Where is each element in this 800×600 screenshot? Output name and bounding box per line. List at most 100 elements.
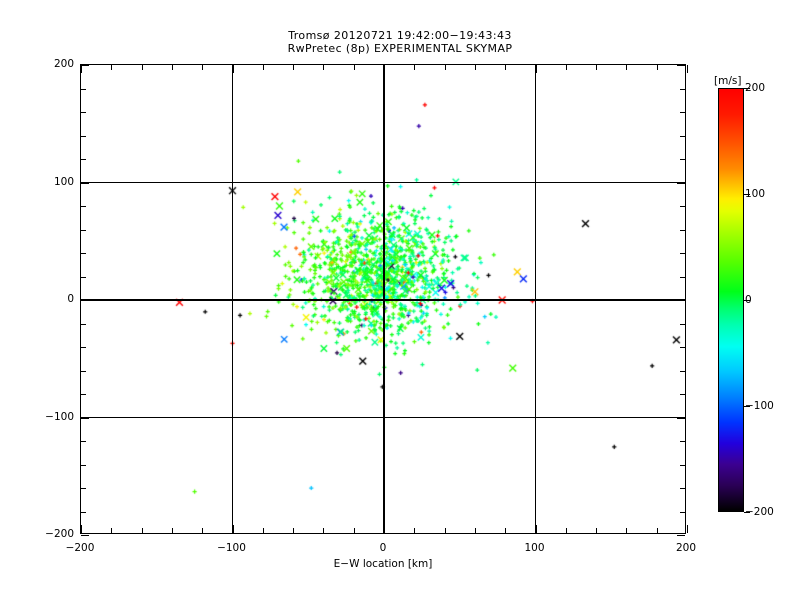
x-tick	[656, 65, 658, 70]
colorbar	[718, 88, 750, 514]
x-tick	[626, 65, 628, 70]
grid-line-vertical	[231, 65, 234, 533]
colorbar-tick	[744, 194, 750, 196]
x-tick	[535, 65, 537, 73]
x-tick	[262, 65, 264, 70]
colorbar-tick	[744, 88, 750, 90]
y-tick	[81, 417, 89, 419]
y-tick	[81, 511, 86, 513]
y-tick	[81, 253, 86, 254]
y-tick	[81, 229, 86, 231]
x-tick	[141, 65, 143, 70]
x-tick	[232, 525, 234, 533]
x-tick	[81, 525, 82, 533]
colorbar-tick-label: 0	[745, 294, 752, 306]
y-tick	[680, 88, 685, 90]
x-tick	[323, 65, 325, 70]
y-tick	[81, 300, 89, 301]
x-tick	[202, 528, 204, 533]
y-tick	[680, 323, 685, 325]
y-tick	[81, 347, 86, 348]
colorbar-tick-label: 100	[745, 188, 766, 200]
y-tick	[81, 65, 89, 66]
x-tick	[414, 528, 416, 533]
y-tick	[81, 441, 86, 442]
x-tick	[232, 65, 234, 73]
y-tick	[680, 135, 685, 137]
y-tick	[81, 464, 86, 466]
colorbar-tick	[744, 512, 750, 514]
x-tick-label: 0	[379, 542, 387, 554]
x-tick	[656, 528, 658, 533]
x-tick	[262, 528, 264, 533]
y-tick	[680, 253, 685, 254]
figure-title-line2: RwPretec (8p) EXPERIMENTAL SKYMAP	[287, 42, 513, 55]
colorbar-tick-label: −200	[745, 506, 774, 518]
x-tick	[141, 528, 143, 533]
y-tick	[81, 488, 86, 489]
x-tick	[444, 65, 446, 70]
y-tick	[680, 511, 685, 513]
grid-line-horizontal	[81, 299, 685, 301]
x-tick-label: −100	[217, 542, 246, 554]
x-tick	[171, 65, 173, 70]
x-tick	[687, 525, 688, 533]
grid-line-horizontal	[81, 181, 685, 184]
y-tick	[677, 535, 685, 536]
y-tick	[81, 135, 86, 137]
colorbar-gradient	[718, 88, 744, 512]
x-tick	[202, 65, 204, 70]
y-tick	[81, 535, 89, 536]
figure-title-line1: Tromsø 20120721 19:42:00−19:43:43	[288, 29, 512, 42]
x-tick-label: 100	[524, 542, 545, 554]
y-tick-label: 0	[67, 293, 74, 305]
y-tick	[81, 206, 86, 207]
x-tick	[293, 65, 295, 70]
y-tick	[680, 206, 685, 207]
x-axis-title: E−W location [km]	[333, 558, 433, 570]
y-tick	[680, 159, 685, 160]
y-tick	[680, 370, 685, 372]
x-tick	[414, 65, 416, 70]
x-tick	[384, 65, 385, 73]
y-tick	[680, 441, 685, 442]
x-tick	[596, 65, 598, 70]
x-tick	[111, 65, 113, 70]
grid-line-vertical	[534, 65, 537, 533]
y-tick	[680, 464, 685, 466]
x-tick	[535, 525, 537, 533]
y-tick-label: 200	[53, 58, 74, 70]
x-tick	[353, 65, 355, 70]
x-tick	[687, 65, 688, 73]
y-tick	[81, 182, 89, 184]
y-tick-label: 100	[53, 175, 74, 188]
x-tick	[353, 528, 355, 533]
x-tick	[565, 65, 567, 70]
y-tick	[677, 182, 685, 184]
grid-line-vertical	[383, 65, 385, 533]
x-tick	[384, 525, 385, 533]
colorbar-tick	[744, 300, 750, 302]
x-tick	[505, 65, 507, 70]
y-tick	[81, 323, 86, 325]
y-tick	[81, 276, 86, 278]
colorbar-tick	[744, 406, 750, 408]
y-tick	[680, 112, 685, 113]
x-tick	[171, 528, 173, 533]
y-tick	[677, 417, 685, 419]
x-tick	[293, 528, 295, 533]
x-tick	[81, 65, 82, 73]
x-tick	[626, 528, 628, 533]
x-tick-label: 200	[675, 542, 697, 554]
x-tick-label: −200	[65, 542, 95, 554]
x-tick	[596, 528, 598, 533]
y-tick	[680, 229, 685, 231]
x-tick	[323, 528, 325, 533]
y-tick	[81, 88, 86, 90]
plot-area	[80, 64, 688, 536]
y-tick-label: −200	[45, 528, 74, 540]
x-tick	[111, 528, 113, 533]
grid-line-horizontal	[81, 416, 685, 419]
x-tick	[505, 528, 507, 533]
